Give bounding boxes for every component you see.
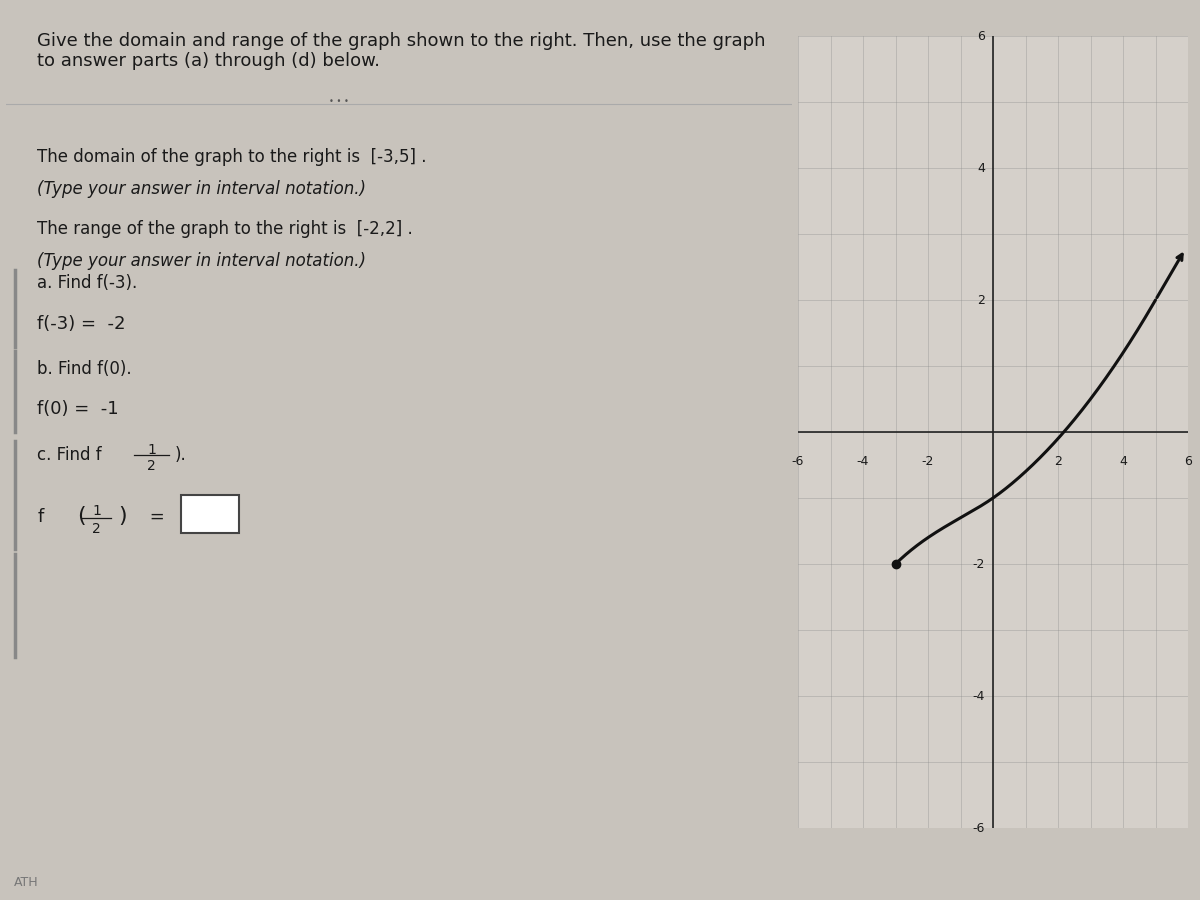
Text: f(-3) =  -2: f(-3) = -2: [37, 315, 126, 333]
Text: f(0) =  -1: f(0) = -1: [37, 400, 119, 418]
Text: 6: 6: [1184, 455, 1192, 468]
Text: -4: -4: [972, 689, 985, 703]
Text: 4: 4: [1120, 455, 1127, 468]
Text: a. Find f(-3).: a. Find f(-3).: [37, 274, 138, 292]
Text: The domain of the graph to the right is  [-3,5] .: The domain of the graph to the right is …: [37, 148, 427, 166]
Text: (: (: [77, 506, 85, 526]
Text: ): ): [119, 506, 127, 526]
Text: -2: -2: [972, 557, 985, 571]
Text: -4: -4: [857, 455, 869, 468]
Text: (Type your answer in interval notation.): (Type your answer in interval notation.): [37, 252, 366, 270]
Text: b. Find f(0).: b. Find f(0).: [37, 360, 132, 378]
Text: 6: 6: [977, 30, 985, 42]
Text: =: =: [144, 508, 170, 526]
Text: f: f: [37, 508, 43, 526]
Text: c. Find f: c. Find f: [37, 446, 102, 464]
Text: 2: 2: [977, 293, 985, 307]
FancyBboxPatch shape: [181, 495, 240, 533]
Text: 2: 2: [92, 522, 101, 536]
Text: 1: 1: [146, 443, 156, 457]
Text: 4: 4: [977, 161, 985, 175]
Text: 1: 1: [92, 504, 101, 518]
Text: ).: ).: [175, 446, 187, 464]
Text: • • •: • • •: [329, 97, 349, 106]
Text: -6: -6: [972, 822, 985, 834]
Text: The range of the graph to the right is  [-2,2] .: The range of the graph to the right is […: [37, 220, 413, 238]
Text: 2: 2: [1054, 455, 1062, 468]
Text: -2: -2: [922, 455, 934, 468]
Text: Give the domain and range of the graph shown to the right. Then, use the graph
t: Give the domain and range of the graph s…: [37, 32, 766, 70]
Text: -6: -6: [792, 455, 804, 468]
Text: (Type your answer in interval notation.): (Type your answer in interval notation.): [37, 180, 366, 198]
Text: ATH: ATH: [14, 877, 38, 889]
Text: 2: 2: [148, 459, 156, 473]
